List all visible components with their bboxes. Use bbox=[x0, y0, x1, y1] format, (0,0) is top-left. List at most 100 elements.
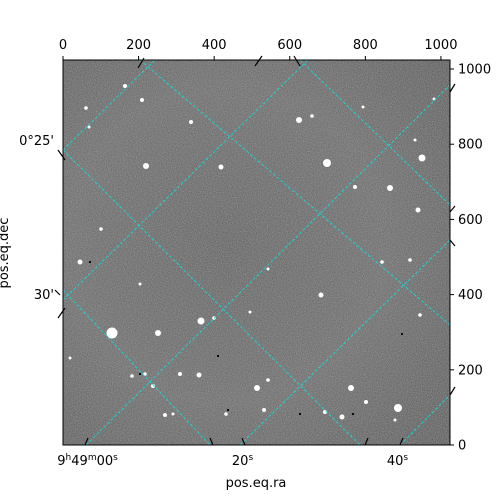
grid-edge-tick bbox=[293, 55, 301, 67]
star bbox=[130, 374, 134, 378]
dark-pixel bbox=[138, 372, 142, 376]
x-axis-title: pos.eq.ra bbox=[226, 476, 287, 491]
ra-grid-line bbox=[139, 60, 450, 326]
star bbox=[318, 292, 324, 298]
grid-edge-tick bbox=[241, 437, 246, 446]
dark-pixel bbox=[298, 412, 302, 416]
right-tick-label: 200 bbox=[458, 363, 483, 378]
dark-pixel bbox=[400, 332, 404, 336]
star bbox=[266, 267, 270, 271]
right-tick-label: 0 bbox=[458, 439, 466, 454]
grid-edge-tick bbox=[449, 205, 456, 213]
y-axis-title: pos.eq.dec bbox=[0, 218, 12, 289]
grid-edge-ticks bbox=[54, 55, 456, 446]
right-tick-label: 400 bbox=[458, 288, 483, 303]
right-pixel-axis: 0 200 400 600 800 1000 bbox=[450, 63, 491, 454]
top-pixel-axis: 0 200 400 600 800 1000 bbox=[59, 38, 457, 60]
star bbox=[310, 114, 314, 118]
grid-edge-tick bbox=[137, 57, 145, 69]
top-tick-label: 1000 bbox=[424, 38, 457, 53]
star bbox=[361, 105, 365, 109]
star bbox=[218, 164, 224, 170]
star bbox=[163, 413, 167, 417]
ra-tick-label: 9h49m00s bbox=[57, 453, 118, 469]
dec-tick-label: 30' bbox=[34, 288, 54, 303]
ra-axis: 9h49m00s 20s 40s bbox=[57, 453, 408, 469]
dec-grid-line bbox=[85, 84, 450, 445]
star bbox=[189, 120, 193, 124]
grid-edge-tick bbox=[364, 437, 369, 446]
star bbox=[296, 117, 302, 123]
star bbox=[87, 125, 91, 129]
dark-pixel bbox=[88, 260, 92, 264]
plot-frame bbox=[62, 59, 451, 446]
grid-edge-tick bbox=[54, 289, 61, 296]
star bbox=[99, 227, 103, 231]
grid-edge-tick bbox=[449, 386, 456, 396]
star bbox=[178, 372, 182, 376]
star bbox=[266, 378, 270, 382]
star bbox=[77, 259, 83, 265]
ra-tick-label: 40s bbox=[387, 453, 409, 469]
star bbox=[394, 404, 402, 412]
grid-edge-tick bbox=[57, 307, 66, 319]
star bbox=[171, 412, 175, 416]
star bbox=[138, 282, 142, 286]
star bbox=[68, 356, 72, 360]
top-tick-label: 200 bbox=[126, 38, 151, 53]
dec-tick-label: 0°25' bbox=[19, 134, 54, 149]
right-tick-label: 1000 bbox=[458, 63, 491, 78]
star bbox=[418, 313, 422, 317]
top-tick-label: 800 bbox=[353, 38, 378, 53]
star bbox=[262, 408, 266, 412]
star bbox=[323, 159, 331, 167]
star bbox=[151, 384, 155, 388]
coordinate-grid bbox=[63, 60, 450, 445]
star bbox=[364, 400, 368, 404]
top-tick-label: 400 bbox=[202, 38, 227, 53]
star bbox=[248, 310, 252, 314]
dark-pixel bbox=[226, 408, 230, 412]
star-field bbox=[68, 84, 436, 422]
grid-edge-tick bbox=[209, 437, 214, 446]
dark-pixel bbox=[351, 412, 355, 416]
grid-edge-tick bbox=[57, 149, 66, 161]
ra-tick-label: 20s bbox=[232, 453, 254, 469]
grid-edge-tick bbox=[84, 437, 89, 446]
dec-grid-line bbox=[239, 239, 450, 445]
grid-edge-tick bbox=[449, 239, 456, 247]
star bbox=[380, 260, 384, 264]
star bbox=[106, 327, 118, 339]
image-area bbox=[63, 60, 450, 445]
star bbox=[123, 84, 127, 88]
dec-grid-line bbox=[399, 394, 450, 445]
image-background bbox=[63, 60, 450, 445]
star bbox=[415, 207, 421, 213]
right-tick-label: 600 bbox=[458, 213, 483, 228]
star bbox=[224, 412, 228, 416]
star bbox=[418, 154, 426, 162]
star bbox=[393, 418, 397, 422]
grid-edge-tick bbox=[399, 437, 404, 446]
dec-axis: 0°25' 30' bbox=[19, 134, 54, 303]
star bbox=[143, 163, 149, 169]
star bbox=[348, 385, 354, 391]
star bbox=[140, 98, 144, 102]
star bbox=[339, 414, 345, 420]
dark-pixel bbox=[216, 354, 220, 358]
grid-edge-tick bbox=[449, 83, 456, 93]
star bbox=[254, 385, 260, 391]
star bbox=[197, 317, 205, 325]
star bbox=[413, 138, 417, 142]
dec-grid-line bbox=[63, 60, 156, 151]
star bbox=[196, 372, 202, 378]
top-tick-label: 600 bbox=[277, 38, 302, 53]
star bbox=[84, 106, 88, 110]
star bbox=[408, 258, 412, 262]
star bbox=[353, 185, 357, 189]
star bbox=[155, 330, 161, 336]
right-tick-label: 800 bbox=[458, 138, 483, 153]
dec-grid-line bbox=[63, 60, 309, 301]
ra-grid-line bbox=[63, 289, 211, 445]
